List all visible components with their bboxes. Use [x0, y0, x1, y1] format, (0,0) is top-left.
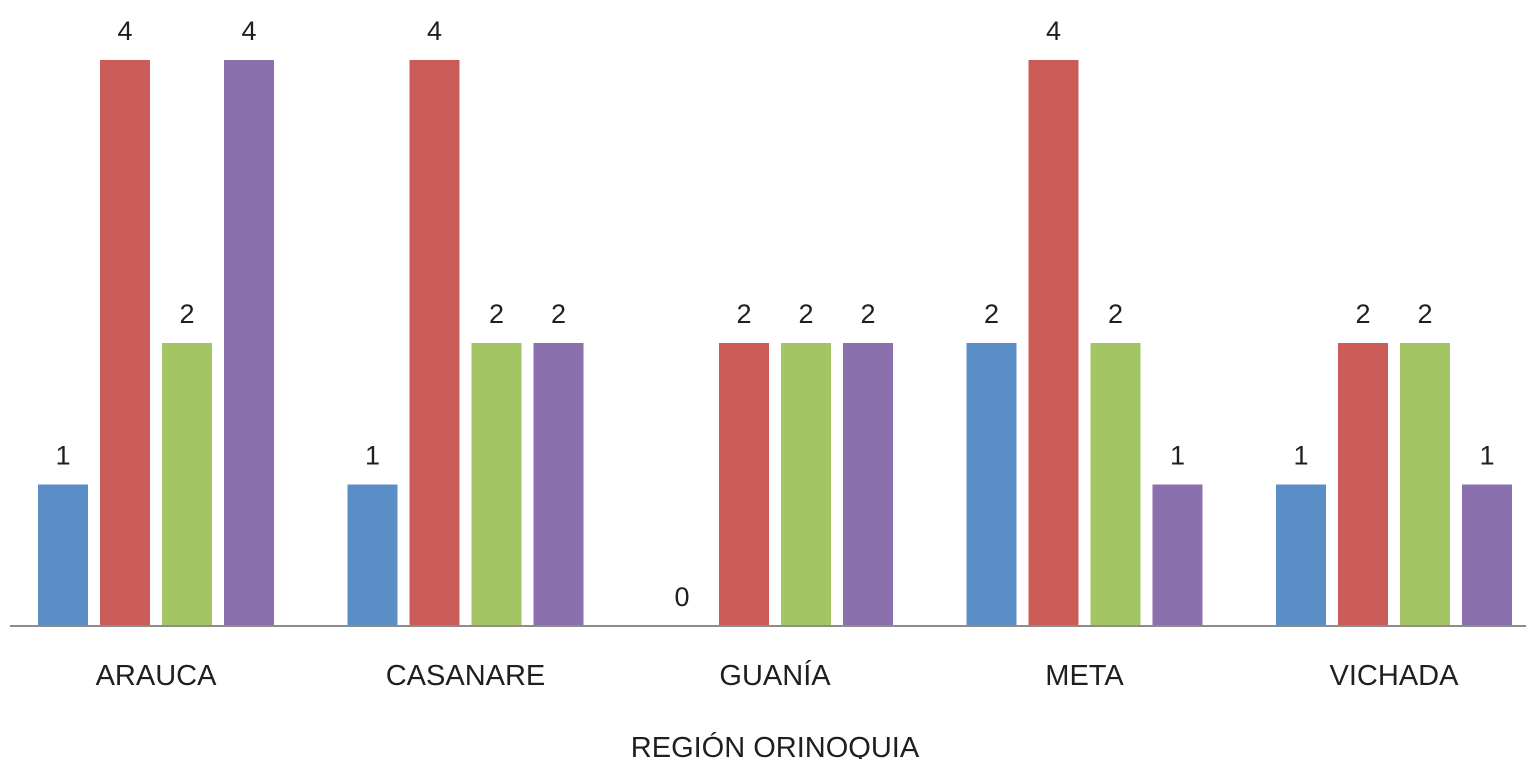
bar-guanía-s3 [781, 343, 831, 626]
data-label-casanare-s4: 2 [551, 299, 566, 329]
bar-vichada-s3 [1400, 343, 1450, 626]
bar-casanare-s4 [533, 343, 584, 626]
bar-meta-s2 [1028, 60, 1079, 626]
x-axis-title: REGIÓN ORINOQUIA [631, 731, 920, 759]
bar-vichada-s2 [1338, 343, 1388, 626]
category-label: CASANARE [386, 660, 546, 692]
data-label-guanía-s1: 0 [674, 582, 689, 612]
bar-guanía-s4 [843, 343, 893, 626]
data-label-meta-s4: 1 [1170, 441, 1185, 471]
data-label-casanare-s3: 2 [489, 299, 504, 329]
bar-meta-s4 [1152, 484, 1203, 626]
category-label: META [1045, 660, 1124, 692]
data-label-guanía-s2: 2 [736, 299, 751, 329]
bar-vichada-s1 [1276, 484, 1326, 626]
bar-arauca-s2 [100, 60, 150, 626]
data-label-vichada-s4: 1 [1479, 441, 1494, 471]
bars-group [38, 60, 1512, 626]
data-label-vichada-s1: 1 [1293, 441, 1308, 471]
data-label-arauca-s1: 1 [55, 441, 70, 471]
category-label: GUANÍA [719, 659, 831, 692]
data-label-arauca-s2: 4 [117, 16, 132, 46]
data-label-guanía-s3: 2 [798, 299, 813, 329]
bar-casanare-s3 [471, 343, 522, 626]
category-labels-group: ARAUCA CASANARE GUANÍA META VICHADA [96, 659, 1460, 692]
data-label-meta-s3: 2 [1108, 299, 1123, 329]
bar-casanare-s1 [347, 484, 398, 626]
data-label-casanare-s1: 1 [365, 441, 380, 471]
bar-vichada-s4 [1462, 484, 1512, 626]
bar-casanare-s2 [409, 60, 460, 626]
data-label-guanía-s4: 2 [860, 299, 875, 329]
bar-arauca-s4 [224, 60, 274, 626]
data-label-vichada-s2: 2 [1355, 299, 1370, 329]
data-labels-group: 1 4 2 4 1 4 2 2 0 2 2 2 2 4 2 1 1 2 2 1 [55, 16, 1494, 612]
data-label-casanare-s2: 4 [427, 16, 442, 46]
data-label-vichada-s3: 2 [1417, 299, 1432, 329]
data-label-arauca-s4: 4 [241, 16, 256, 46]
bar-arauca-s3 [162, 343, 212, 626]
category-label: ARAUCA [96, 660, 218, 692]
bar-meta-s1 [966, 343, 1017, 626]
data-label-meta-s2: 4 [1046, 16, 1061, 46]
data-label-arauca-s3: 2 [179, 299, 194, 329]
data-label-meta-s1: 2 [984, 299, 999, 329]
bar-arauca-s1 [38, 484, 88, 626]
bar-guanía-s2 [719, 343, 769, 626]
bar-meta-s3 [1090, 343, 1141, 626]
category-label: VICHADA [1330, 660, 1460, 692]
